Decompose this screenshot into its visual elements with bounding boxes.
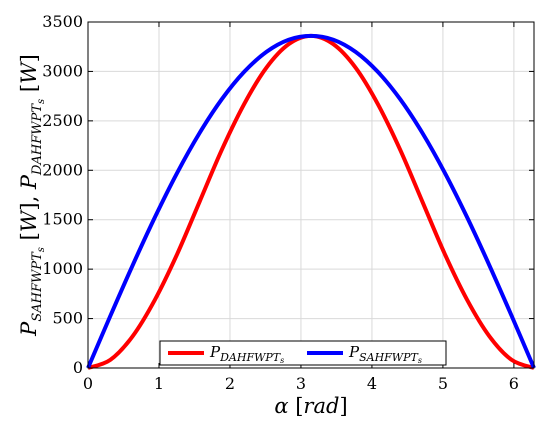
plot-frame — [87, 21, 535, 369]
y-axis-subsub-2: s — [36, 99, 47, 104]
tick-labels: 0 1 2 3 4 5 6 0 500 1000 1500 2000 2500 3000 3500 — [42, 12, 519, 393]
x-tick-label: 6 — [509, 374, 519, 393]
grid-lines — [87, 21, 534, 369]
y-axis-symbol-2: P — [17, 174, 41, 190]
y-tick-label: 3000 — [42, 61, 83, 80]
y-tick-label: 500 — [52, 309, 83, 328]
legend-label-dahfwpt: PDAHFWPTs — [209, 343, 284, 365]
y-tick-label: 1500 — [42, 210, 83, 229]
y-tick-label: 3500 — [42, 12, 83, 31]
series-layer — [86, 33, 536, 370]
plot-background — [88, 22, 534, 368]
y-axis-subsub-1: s — [36, 247, 47, 252]
x-tick-label: 3 — [296, 374, 306, 393]
legend-label-sahfwpt: PSAHFWPTs — [348, 343, 422, 365]
x-axis-label: α [rad] — [274, 394, 347, 418]
x-axis-symbol: α — [274, 394, 288, 418]
x-axis-unit: rad — [303, 394, 339, 418]
y-tick-label: 2000 — [42, 160, 83, 179]
y-axis-sub-2: DAHFWPT — [30, 103, 45, 176]
y-axis-symbol-1: P — [17, 321, 41, 337]
y-axis-label: PSAHFWPTs [W], PDAHFWPTs [W] — [17, 54, 47, 337]
y-axis-sub-1: SAHFWPT — [30, 251, 45, 322]
legend: PDAHFWPTs PSAHFWPTs — [159, 340, 447, 366]
y-axis-unit-2: W — [17, 60, 41, 84]
y-axis-unit-1: W — [17, 208, 41, 232]
series-line-p_sahfwpts — [86, 33, 536, 369]
x-tick-label: 0 — [83, 374, 93, 393]
legend-box — [159, 340, 447, 366]
y-tick-label: 1000 — [42, 259, 83, 278]
y-tick-label: 2500 — [42, 111, 83, 130]
x-tick-label: 1 — [154, 374, 164, 393]
x-tick-label: 5 — [438, 374, 448, 393]
x-tick-label: 2 — [225, 374, 235, 393]
x-tick-label: 4 — [367, 374, 377, 393]
y-tick-label: 0 — [73, 358, 83, 377]
